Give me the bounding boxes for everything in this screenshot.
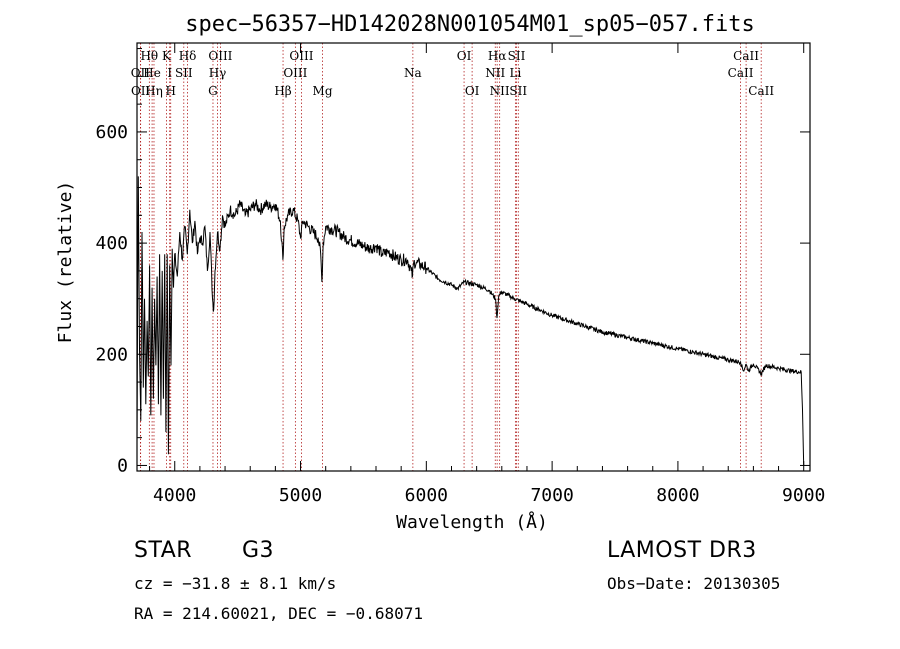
line-marker-label-4: Hη (145, 84, 163, 98)
x-tick-label-4: 8000 (656, 485, 699, 506)
line-marker-label-23: Li (509, 66, 521, 80)
x-axis-label: Wavelength (Å) (396, 511, 548, 533)
obs-date: Obs−Date: 20130305 (607, 574, 781, 593)
line-marker-label-6: I (167, 66, 172, 80)
line-marker-label-18: OI (457, 49, 472, 63)
y-tick-label-0: 0 (117, 455, 128, 476)
line-marker-label-25: SII (509, 84, 527, 98)
x-tick-label-0: 4000 (153, 485, 196, 506)
plot-frame (136, 42, 811, 472)
line-marker-label-28: CaII (748, 84, 774, 98)
line-marker-label-0: OII (131, 66, 151, 80)
line-marker-label-5: K (162, 49, 172, 63)
x-tick-label-3: 7000 (530, 485, 573, 506)
redshift-readout: cz = −31.8 ± 8.1 km/s (134, 574, 337, 593)
spectral-subclass: G3 (242, 538, 275, 563)
line-marker-label-27: CaII (733, 49, 759, 63)
coordinates: RA = 214.60021, DEC = −0.68071 (134, 604, 423, 623)
x-axis: 4000 5000 6000 7000 8000 9000 (149, 43, 825, 506)
line-marker-label-11: Hγ (209, 66, 227, 80)
emission-line-markers (139, 43, 762, 471)
x-tick-label-5: 9000 (782, 485, 825, 506)
line-marker-label-15: OIII (289, 49, 313, 63)
line-marker-label-12: G (208, 84, 218, 98)
object-class: STAR (134, 538, 193, 563)
line-marker-label-10: OIII (208, 49, 232, 63)
line-marker-label-8: SII (175, 66, 193, 80)
line-marker-label-9: Hδ (179, 49, 197, 63)
survey-name: LAMOST DR3 (607, 538, 757, 563)
line-marker-label-17: Na (404, 66, 422, 80)
line-marker-label-20: NII (485, 66, 505, 80)
spectrum-line (136, 176, 805, 466)
line-marker-label-19: OI (465, 84, 480, 98)
x-tick-label-1: 5000 (279, 485, 322, 506)
line-marker-label-2: Hθ (140, 49, 158, 63)
line-marker-label-3: He (143, 66, 161, 80)
line-marker-label-26: CaII (728, 66, 754, 80)
line-marker-label-13: Hβ (274, 84, 291, 98)
line-marker-label-1: OII (131, 84, 151, 98)
chart-title: spec−56357−HD142028N001054M01_sp05−057.f… (185, 12, 755, 37)
line-marker-label-16: Mg (313, 84, 333, 98)
y-tick-label-1: 200 (95, 344, 128, 365)
y-tick-label-2: 400 (95, 233, 128, 254)
line-marker-label-14: OIII (283, 66, 307, 80)
line-marker-label-24: SII (508, 49, 526, 63)
y-axis: 0 200 400 600 (95, 48, 810, 476)
line-marker-label-7: H (165, 84, 175, 98)
y-axis-label: Flux (relative) (55, 181, 76, 344)
line-marker-label-22: NII (490, 84, 510, 98)
y-tick-label-3: 600 (95, 122, 128, 143)
line-marker-label-21: Hα (488, 49, 507, 63)
x-tick-label-2: 6000 (405, 485, 448, 506)
